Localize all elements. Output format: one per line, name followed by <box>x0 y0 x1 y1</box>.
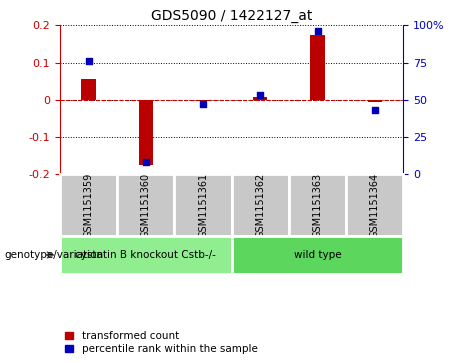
Text: GSM1151359: GSM1151359 <box>83 172 94 238</box>
Bar <box>60 236 231 274</box>
Bar <box>367 100 382 102</box>
Bar <box>117 174 174 236</box>
Text: cystatin B knockout Cstb-/-: cystatin B knockout Cstb-/- <box>75 250 216 260</box>
Bar <box>310 35 325 100</box>
Bar <box>231 174 289 236</box>
Point <box>142 159 149 165</box>
Point <box>257 93 264 98</box>
Point <box>371 107 378 113</box>
Bar <box>289 174 346 236</box>
Legend: transformed count, percentile rank within the sample: transformed count, percentile rank withi… <box>65 331 258 354</box>
Point <box>85 58 92 64</box>
Bar <box>139 100 153 165</box>
Text: GSM1151363: GSM1151363 <box>313 172 323 238</box>
Text: genotype/variation: genotype/variation <box>5 250 104 260</box>
Bar <box>253 97 267 100</box>
Bar <box>60 174 117 236</box>
Bar <box>174 174 231 236</box>
Point <box>314 28 321 34</box>
Text: GSM1151360: GSM1151360 <box>141 172 151 238</box>
Bar <box>346 174 403 236</box>
Point <box>199 101 207 107</box>
Text: GSM1151364: GSM1151364 <box>370 172 380 238</box>
Bar <box>231 236 403 274</box>
Text: wild type: wild type <box>294 250 341 260</box>
Bar <box>196 100 210 101</box>
Title: GDS5090 / 1422127_at: GDS5090 / 1422127_at <box>151 9 313 23</box>
Bar <box>82 79 96 100</box>
Text: GSM1151362: GSM1151362 <box>255 172 265 238</box>
Text: GSM1151361: GSM1151361 <box>198 172 208 238</box>
